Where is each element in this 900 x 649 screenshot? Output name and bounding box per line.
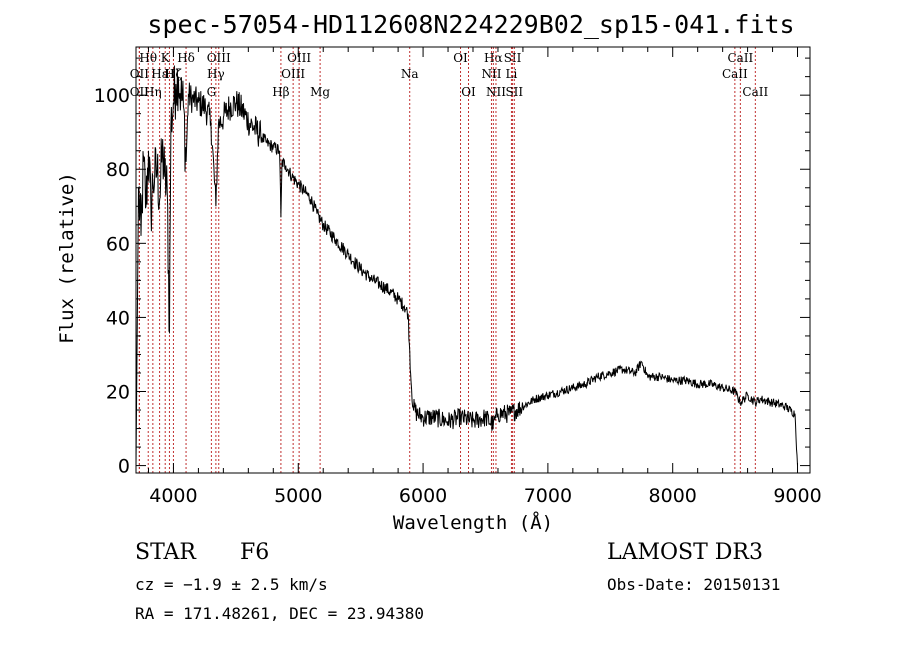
axis-ticks: 4000 5000 6000 7000 8000 9000 0 20 40 60 80 100 xyxy=(94,47,822,507)
x-tick-label-7000: 7000 xyxy=(524,485,572,507)
spectral-line-label-26: CaII xyxy=(722,67,748,81)
spectral-line-label-0: Hθ xyxy=(139,51,157,65)
x-tick-label-5000: 5000 xyxy=(274,485,322,507)
spectral-line-label-13: OIII xyxy=(281,67,305,81)
spectral-line-label-11: G xyxy=(207,85,217,99)
spectral-line-label-8: Hζ xyxy=(165,67,182,81)
spectral-line-label-15: Mg xyxy=(310,85,330,99)
spectral-line-label-1: OII xyxy=(130,67,150,81)
spectral-line-label-10: Hγ xyxy=(207,67,225,81)
spectral-line-label-27: CaII xyxy=(742,85,768,99)
spectral-line-label-19: Hα xyxy=(484,51,503,65)
x-tick-label-8000: 8000 xyxy=(649,485,697,507)
spectral-line-label-7: Hδ xyxy=(177,51,195,65)
spectral-line-label-17: OI xyxy=(453,51,468,65)
spectral-line-label-16: Na xyxy=(401,67,419,81)
observation-date: Obs-Date: 20150131 xyxy=(607,575,781,594)
coordinates: RA = 171.48261, DEC = 23.94380 xyxy=(135,604,424,623)
spectral-line-label-23: Li xyxy=(506,67,518,81)
object-type: STAR xyxy=(135,540,196,565)
spectral-line-label-20: NII xyxy=(481,67,501,81)
y-tick-label-80: 80 xyxy=(106,159,130,181)
y-tick-label-100: 100 xyxy=(94,85,130,107)
x-axis-label: Wavelength (Å) xyxy=(393,511,553,534)
spectral-line-label-4: K xyxy=(161,51,171,65)
spectral-line-label-12: OIII xyxy=(287,51,311,65)
spectral-line-label-5: Hε xyxy=(151,67,168,81)
spectrum-line xyxy=(135,65,798,466)
redshift-cz: cz = −1.9 ± 2.5 km/s xyxy=(135,575,328,594)
spectral-line-label-2: Hη xyxy=(144,85,162,99)
survey-name: LAMOST DR3 xyxy=(607,540,763,565)
spectral-line-label-18: OI xyxy=(461,85,476,99)
spectral-line-label-14: Hβ xyxy=(272,85,289,99)
y-tick-label-20: 20 xyxy=(106,382,130,404)
chart-title: spec-57054-HD112608N224229B02_sp15-041.f… xyxy=(147,10,794,39)
spectral-line-label-3: OII xyxy=(130,85,150,99)
spectral-line-label-21: NII xyxy=(486,85,506,99)
spectral-line-label-6: H xyxy=(164,67,174,81)
x-tick-label-6000: 6000 xyxy=(399,485,447,507)
spectral-line-label-9: OIII xyxy=(207,51,231,65)
spectral-line-label-25: CaII xyxy=(727,51,753,65)
x-tick-label-4000: 4000 xyxy=(149,485,197,507)
y-tick-label-60: 60 xyxy=(106,233,130,255)
y-axis-label: Flux (relative) xyxy=(56,172,78,344)
spectral-subclass: F6 xyxy=(240,540,270,565)
spectral-line-label-22: SII xyxy=(504,51,522,65)
spectral-line-label-24: SII xyxy=(505,85,523,99)
y-tick-label-40: 40 xyxy=(106,307,130,329)
y-tick-label-0: 0 xyxy=(118,456,130,478)
x-tick-label-9000: 9000 xyxy=(773,485,821,507)
